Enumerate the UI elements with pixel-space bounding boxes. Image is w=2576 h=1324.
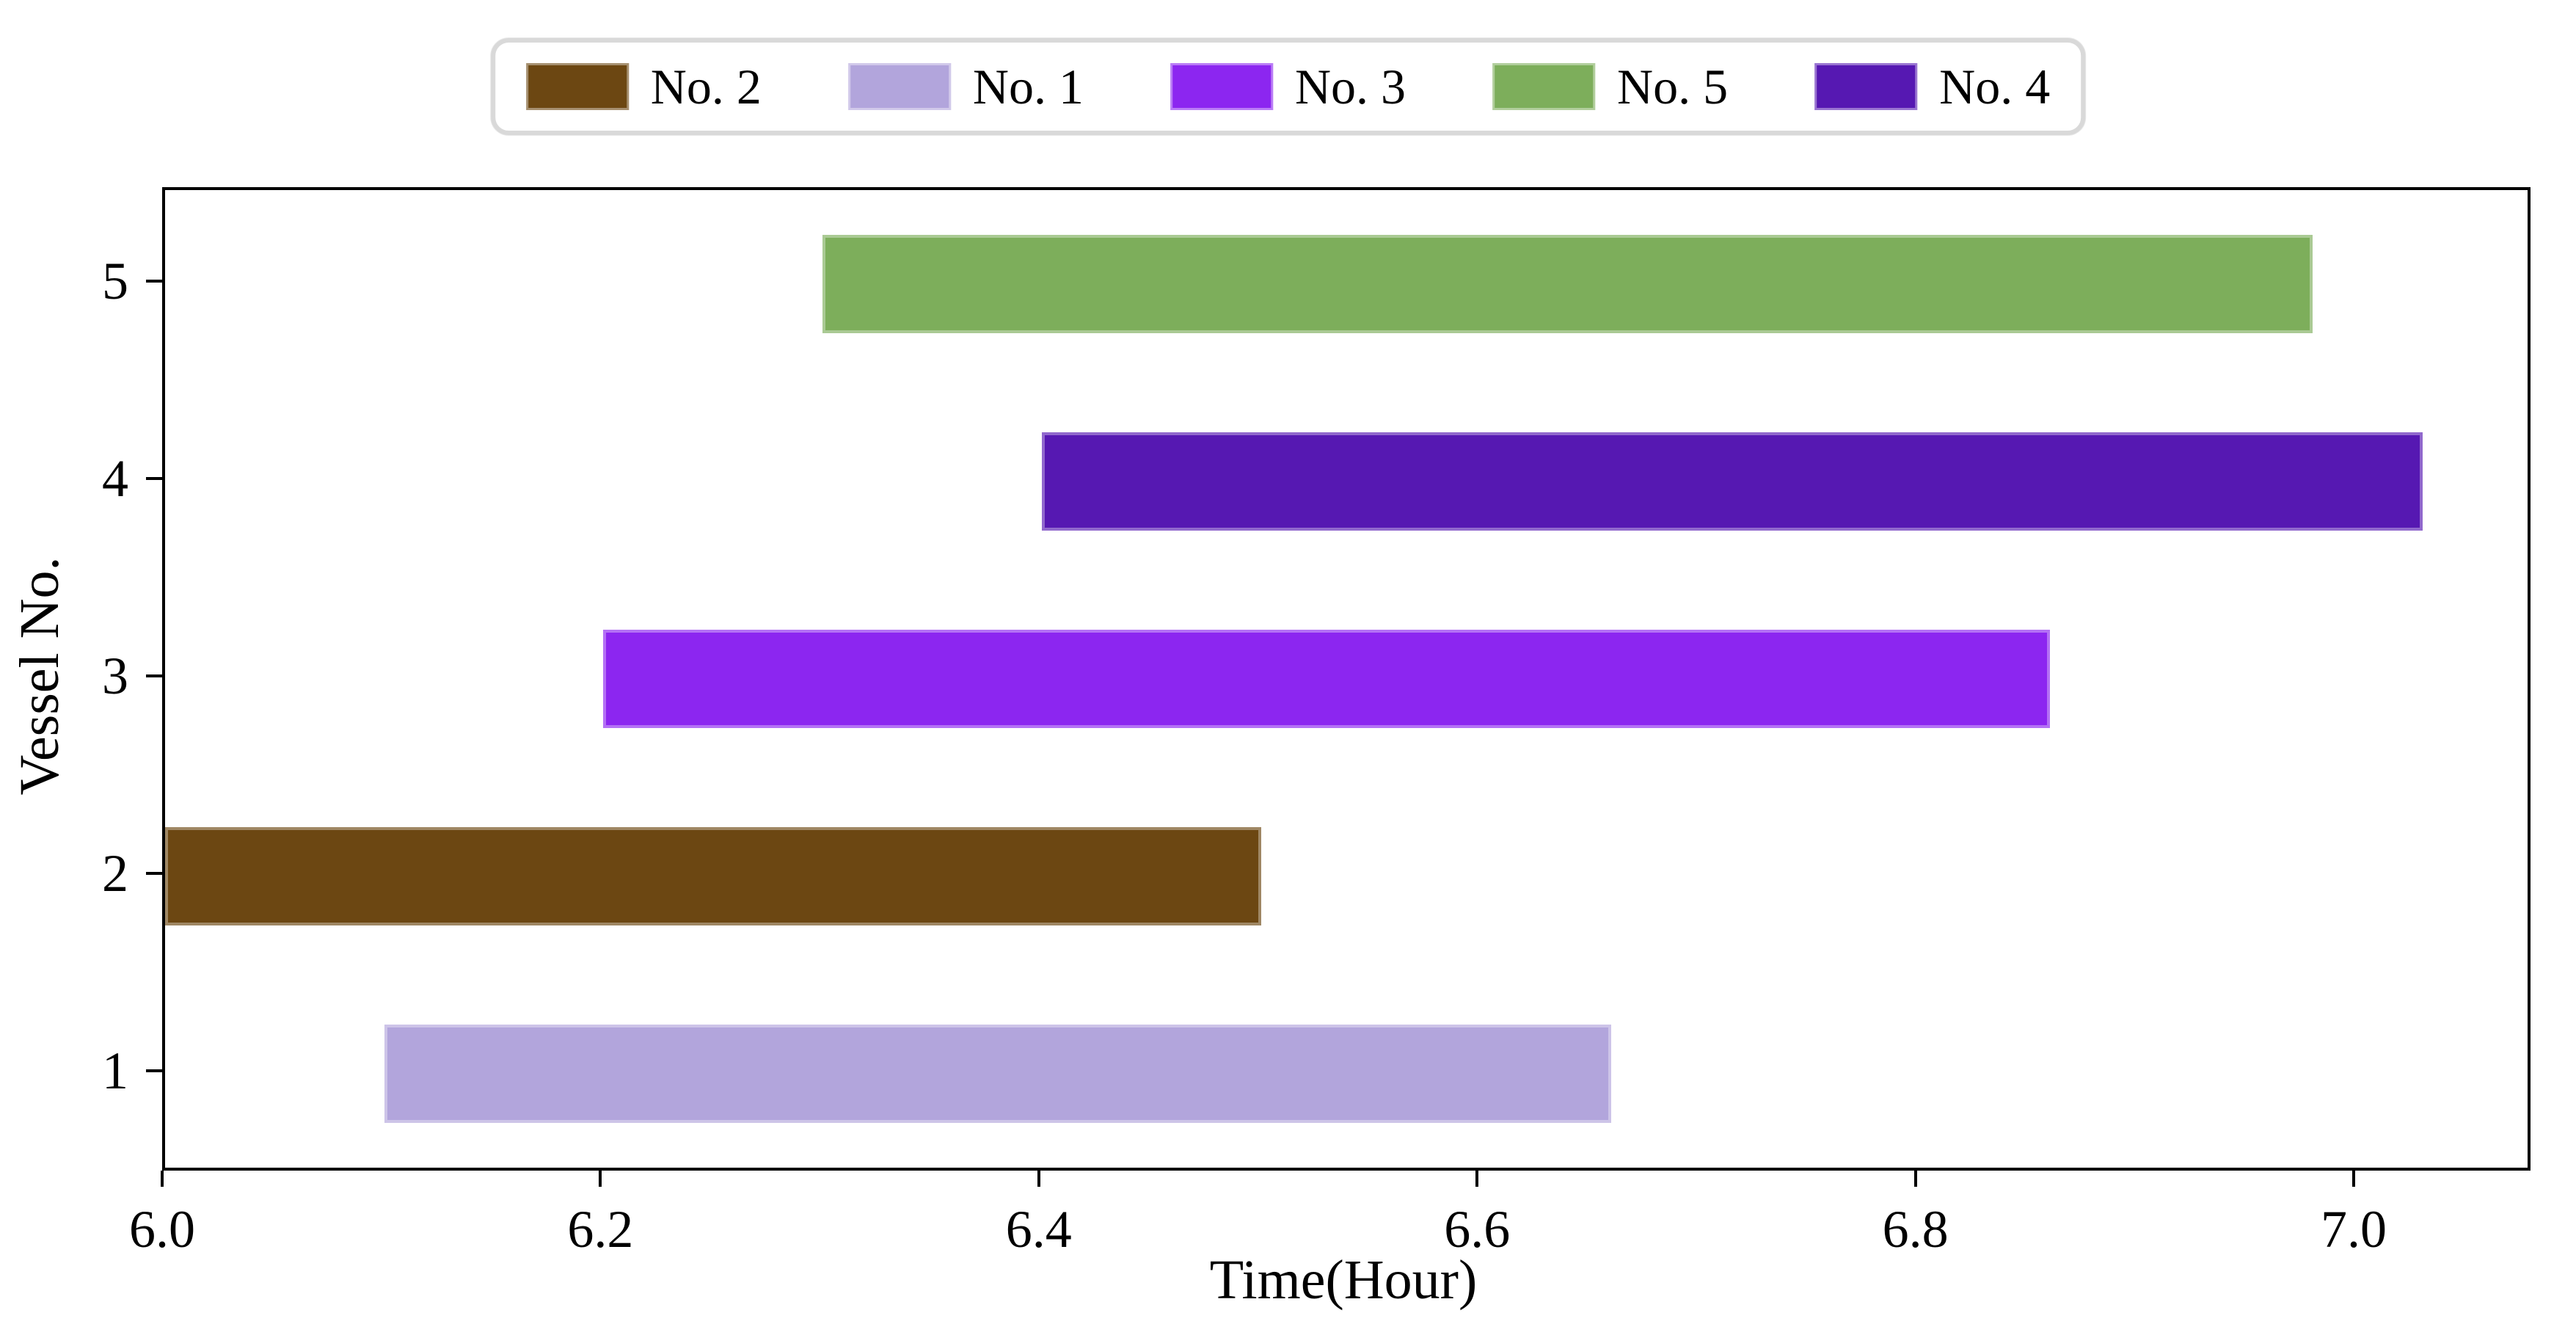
x-tick-mark-6.2	[599, 1171, 602, 1187]
legend-entry-3: No. 3	[1170, 62, 1406, 112]
legend-swatch-2	[525, 63, 629, 110]
legend-entry-4: No. 4	[1814, 62, 2050, 112]
x-tick-label-6.2: 6.2	[567, 1200, 634, 1259]
legend-swatch-4	[1814, 63, 1918, 110]
y-tick-label-5: 5	[102, 251, 128, 310]
legend-swatch-1	[847, 63, 951, 110]
y-tick-mark-5	[146, 279, 162, 283]
legend-label-4: No. 4	[1939, 59, 2051, 114]
x-tick-mark-6.8	[1913, 1171, 1917, 1187]
legend-box: No. 2 No. 1 No. 3 No. 5 No. 4	[490, 38, 2086, 135]
legend-swatch-3	[1170, 63, 1273, 110]
bar-vessel-1	[384, 1024, 1612, 1124]
y-tick-label-1: 1	[102, 1041, 128, 1101]
legend-entry-2: No. 2	[525, 59, 762, 114]
x-tick-mark-7.0	[2352, 1171, 2355, 1187]
y-tick-label-4: 4	[102, 448, 128, 508]
x-tick-label-6.0: 6.0	[129, 1200, 195, 1259]
y-tick-label-2: 2	[102, 844, 128, 903]
plot-area	[162, 187, 2531, 1171]
x-tick-label-6.8: 6.8	[1882, 1200, 1949, 1259]
legend-label-2: No. 2	[650, 59, 762, 114]
x-axis-label: Time(Hour)	[1209, 1249, 1478, 1311]
x-tick-label-6.6: 6.6	[1444, 1200, 1511, 1259]
legend-swatch-5	[1492, 63, 1596, 110]
x-tick-label-7.0: 7.0	[2321, 1200, 2387, 1259]
bar-vessel-4	[1041, 432, 2423, 531]
y-tick-mark-2	[146, 872, 162, 876]
bar-vessel-3	[603, 629, 2050, 729]
y-tick-label-3: 3	[102, 647, 128, 705]
legend-label-5: No. 5	[1617, 59, 1729, 114]
x-tick-mark-6.6	[1475, 1171, 1479, 1187]
bar-vessel-5	[822, 234, 2313, 334]
legend-label-3: No. 3	[1294, 59, 1406, 114]
y-axis-label: Vessel No.	[9, 556, 70, 796]
x-tick-mark-6.4	[1037, 1171, 1040, 1187]
y-tick-mark-3	[146, 674, 162, 677]
x-tick-mark-6.0	[161, 1171, 164, 1187]
bar-vessel-2	[165, 826, 1261, 926]
x-tick-label-6.4: 6.4	[1005, 1200, 1072, 1259]
legend-label-1: No. 1	[972, 59, 1084, 114]
legend-entry-1: No. 1	[847, 59, 1084, 114]
y-tick-mark-1	[146, 1069, 162, 1073]
legend-entry-5: No. 5	[1492, 62, 1728, 112]
y-tick-mark-4	[146, 476, 162, 480]
